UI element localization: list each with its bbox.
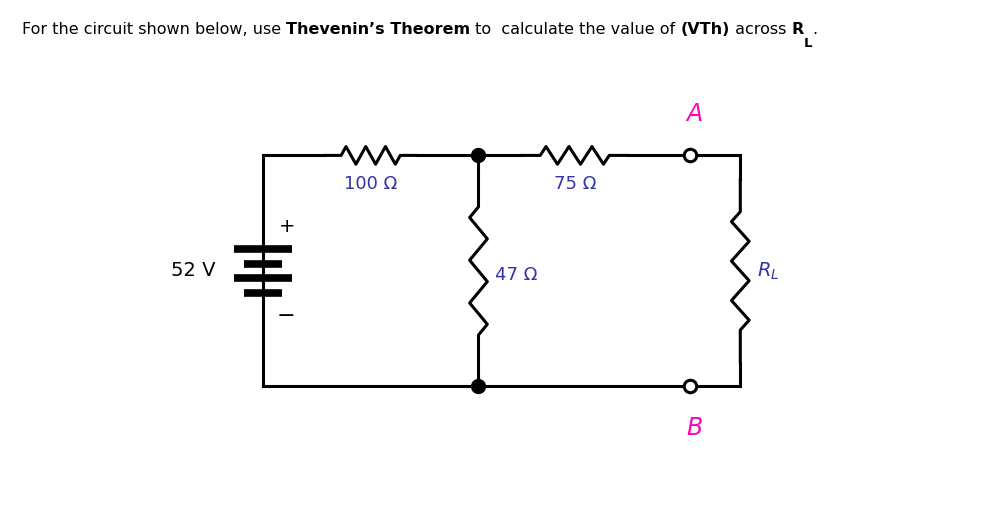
Text: +: + bbox=[279, 217, 295, 236]
Text: R: R bbox=[792, 22, 804, 37]
Text: L: L bbox=[804, 37, 812, 50]
Text: 100 Ω: 100 Ω bbox=[344, 175, 397, 193]
Text: .: . bbox=[812, 22, 817, 37]
Text: −: − bbox=[276, 306, 295, 326]
Text: to  calculate the value of: to calculate the value of bbox=[470, 22, 680, 37]
Text: B: B bbox=[686, 416, 702, 439]
Text: Thevenin’s Theorem: Thevenin’s Theorem bbox=[286, 22, 470, 37]
Text: 52 V: 52 V bbox=[171, 261, 215, 280]
Text: 75 Ω: 75 Ω bbox=[554, 175, 596, 193]
Text: A: A bbox=[686, 102, 702, 126]
Text: 47 Ω: 47 Ω bbox=[495, 266, 538, 284]
Text: (VTh): (VTh) bbox=[680, 22, 730, 37]
Text: For the circuit shown below, use: For the circuit shown below, use bbox=[22, 22, 286, 37]
Text: $R_{L}$: $R_{L}$ bbox=[757, 260, 780, 281]
Text: across: across bbox=[730, 22, 792, 37]
